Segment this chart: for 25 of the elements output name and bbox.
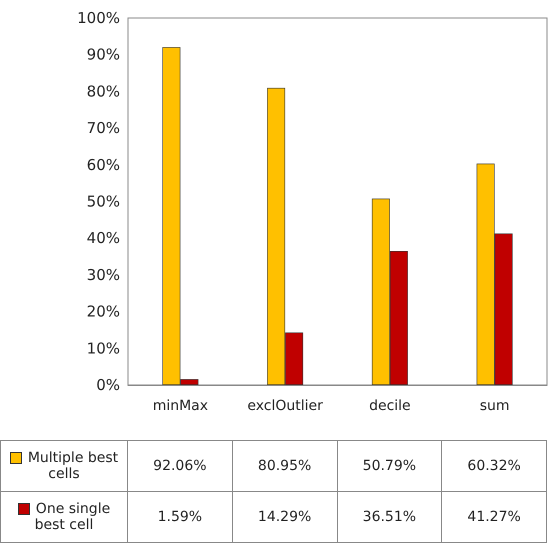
y-tick-label: 60% xyxy=(86,156,120,174)
data-label: 80.95% xyxy=(232,440,337,492)
y-tick-label: 40% xyxy=(86,229,120,248)
data-label: 60.32% xyxy=(442,440,546,492)
data-label: 14.29% xyxy=(232,492,337,542)
y-tick-label: 20% xyxy=(86,302,120,321)
y-tick-label: 100% xyxy=(77,9,120,27)
y-tick-label: 0% xyxy=(96,376,120,394)
y-tick-label: 30% xyxy=(86,266,120,284)
legend-label: One single best cell xyxy=(0,492,128,542)
x-tick-label: decile xyxy=(369,398,411,414)
legend-label: Multiple best cells xyxy=(0,440,128,492)
y-tick-label: 80% xyxy=(86,82,120,100)
data-label: 92.06% xyxy=(128,440,232,492)
x-tick-label: minMax xyxy=(152,398,208,414)
data-label: 50.79% xyxy=(337,440,442,492)
x-tick-label: sum xyxy=(480,398,510,414)
data-label: 36.51% xyxy=(337,492,442,542)
data-label: 1.59% xyxy=(128,492,232,542)
data-label: 41.27% xyxy=(442,492,546,542)
y-tick-label: 10% xyxy=(86,339,120,358)
x-tick-label: exclOutlier xyxy=(247,398,324,414)
y-tick-label: 50% xyxy=(86,192,120,210)
y-tick-label: 70% xyxy=(86,119,120,138)
y-tick-label: 90% xyxy=(86,46,120,64)
